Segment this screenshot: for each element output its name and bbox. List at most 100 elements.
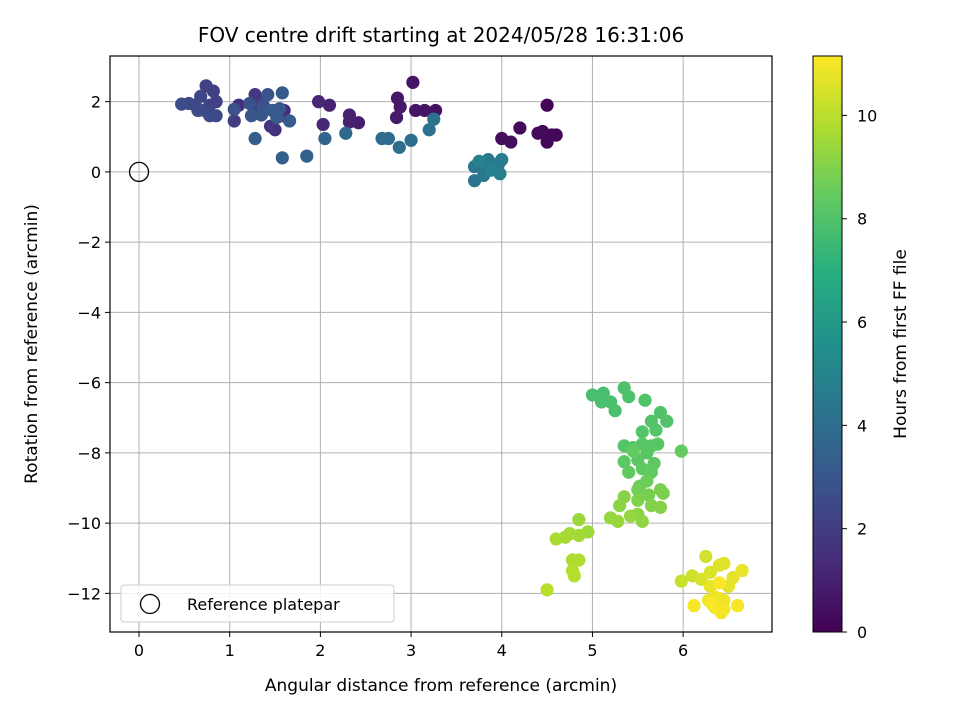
- data-point: [300, 149, 314, 163]
- data-point: [631, 493, 645, 507]
- legend-marker-reference: [139, 593, 161, 615]
- colorbar-tick-label: 2: [857, 520, 867, 539]
- data-point: [640, 446, 654, 460]
- x-tick-label: 1: [225, 641, 235, 660]
- y-tick-label: −6: [77, 374, 101, 393]
- data-point: [409, 103, 423, 118]
- y-axis-ticks: 2 0 −2 −4 −6 −8 −10 −12: [67, 93, 110, 603]
- data-point: [735, 563, 749, 578]
- x-tick-label: 5: [587, 641, 597, 660]
- data-point: [261, 88, 275, 102]
- y-tick-label: −2: [77, 233, 101, 252]
- data-point: [484, 163, 498, 177]
- data-point: [427, 112, 441, 126]
- y-tick-label: −4: [77, 303, 101, 322]
- data-point: [653, 500, 668, 514]
- data-point: [513, 121, 527, 135]
- data-point: [540, 98, 554, 112]
- data-point: [393, 100, 407, 114]
- x-tick-label: 3: [406, 641, 416, 660]
- y-tick-label: −12: [67, 584, 101, 603]
- colorbar-tick-label: 0: [857, 623, 867, 642]
- x-axis-label: Angular distance from reference (arcmin): [265, 676, 617, 696]
- data-point: [635, 514, 649, 528]
- x-tick-label: 0: [134, 641, 144, 660]
- data-point: [227, 102, 241, 116]
- data-point: [567, 569, 581, 583]
- data-point: [339, 126, 353, 140]
- data-point: [318, 131, 332, 146]
- data-point: [699, 549, 713, 564]
- data-point: [270, 110, 284, 125]
- data-point: [194, 89, 208, 103]
- data-point: [626, 444, 640, 458]
- data-point: [540, 135, 554, 149]
- data-point: [248, 131, 262, 146]
- y-axis-label: Rotation from reference (arcmin): [22, 204, 42, 484]
- data-point: [227, 114, 241, 128]
- colorbar-label: Hours from first FF file: [891, 249, 911, 439]
- data-point: [549, 128, 563, 142]
- data-point: [418, 103, 432, 118]
- data-point: [730, 599, 745, 613]
- data-point: [712, 576, 727, 590]
- data-point: [714, 606, 728, 620]
- colorbar-tick-label: 6: [857, 313, 867, 332]
- legend-box: [120, 584, 395, 623]
- data-point: [381, 131, 396, 146]
- data-point: [660, 414, 674, 428]
- data-point: [243, 96, 257, 111]
- colorbar-gradient: [812, 55, 843, 633]
- data-point: [342, 115, 357, 129]
- data-point: [275, 151, 289, 165]
- data-point: [495, 153, 509, 167]
- data-point: [199, 79, 213, 93]
- data-point: [687, 599, 701, 613]
- plot-frame: [109, 55, 773, 633]
- data-point: [622, 465, 636, 479]
- reference-marker-group: [128, 161, 150, 183]
- data-point: [389, 110, 404, 125]
- data-point: [322, 98, 337, 112]
- data-point: [585, 388, 600, 402]
- data-point: [572, 513, 586, 527]
- y-tick-label: 2: [91, 93, 101, 112]
- x-tick-label: 4: [497, 641, 507, 660]
- data-point: [404, 133, 418, 147]
- data-point: [631, 483, 645, 497]
- data-point: [642, 488, 656, 502]
- colorbar-tick-label: 4: [857, 416, 867, 435]
- data-point: [504, 135, 518, 149]
- data-point: [617, 455, 631, 469]
- data-point: [674, 574, 688, 588]
- data-point: [638, 393, 652, 407]
- data-point: [705, 597, 719, 611]
- data-point: [572, 553, 586, 567]
- data-point: [694, 572, 708, 586]
- x-tick-label: 6: [678, 641, 688, 660]
- data-point: [623, 509, 638, 523]
- colorbar-tick-label: 10: [857, 106, 877, 125]
- data-point: [613, 498, 627, 513]
- reference-marker: [128, 161, 150, 183]
- data-point: [254, 108, 269, 122]
- data-point: [316, 117, 330, 132]
- y-tick-label: −8: [77, 444, 101, 463]
- colorbar-ticks: 0 2 4 6 8 10: [842, 106, 877, 642]
- data-points: [175, 75, 749, 620]
- data-point: [594, 395, 609, 409]
- y-tick-label: −10: [67, 514, 101, 533]
- colorbar-tick-label: 8: [857, 210, 867, 229]
- x-axis-ticks: 0 1 2 3 4 5 6: [134, 632, 688, 660]
- data-point: [203, 109, 217, 123]
- x-tick-label: 2: [315, 641, 325, 660]
- data-point: [608, 404, 622, 418]
- data-point: [392, 140, 406, 154]
- data-point: [717, 556, 731, 571]
- colorbar: 0 2 4 6 8 10 Hours from first FF file: [812, 55, 911, 642]
- data-point: [191, 103, 205, 118]
- data-point: [244, 109, 259, 123]
- data-point: [275, 86, 289, 100]
- data-point: [531, 126, 545, 140]
- data-point: [635, 425, 649, 439]
